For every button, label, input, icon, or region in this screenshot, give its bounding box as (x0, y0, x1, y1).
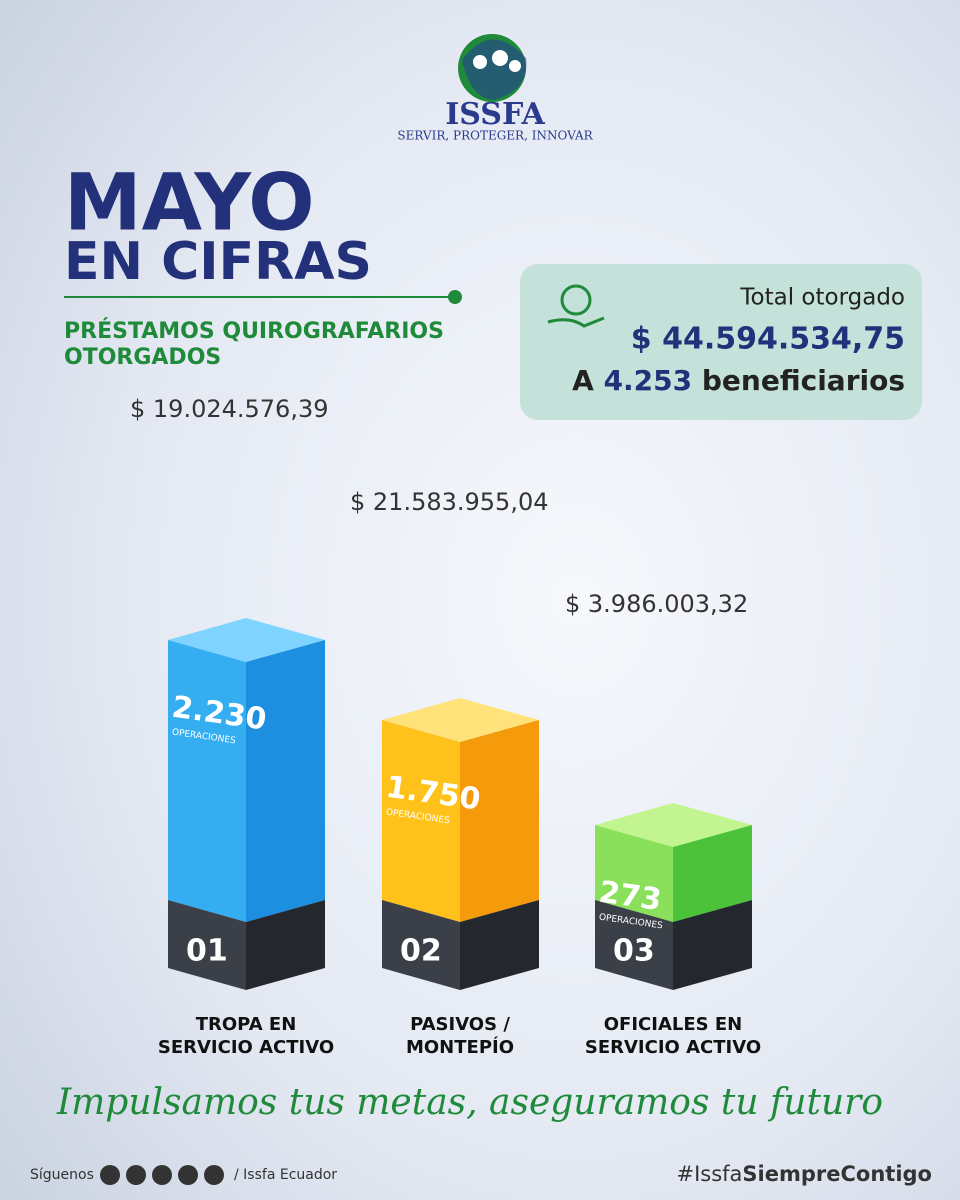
summary-label: Total otorgado (739, 285, 905, 311)
count: 4.253 (604, 364, 693, 397)
operations: 273 (597, 875, 664, 918)
pillar-left (595, 825, 673, 922)
base-left (382, 900, 460, 990)
pillar-right (460, 720, 539, 922)
handle: / Issfa Ecuador (234, 1167, 337, 1183)
suffix: beneficiarios (702, 364, 905, 397)
base-left (168, 900, 246, 990)
subtitle-line: PRÉSTAMOS QUIROGRAFARIOS (64, 318, 444, 344)
group-label: PASIVOS / (410, 1014, 510, 1035)
group-label: MONTEPÍO (406, 1036, 514, 1058)
logo: ISSFA SERVIR, PROTEGER, INNOVAR (397, 34, 594, 143)
pillar-right (246, 640, 325, 922)
hashtag-prefix: #Issfa (676, 1162, 742, 1186)
logo-name: ISSFA (445, 97, 545, 132)
group-label: SERVICIO ACTIVO (158, 1037, 334, 1058)
hashtag-bold: SiempreContigo (742, 1162, 932, 1186)
follow-label: Síguenos (30, 1167, 94, 1183)
subtitle-line: OTORGADOS (64, 345, 221, 370)
base-right (460, 900, 539, 990)
summary-beneficiaries: A 4.253 beneficiarios (572, 364, 905, 397)
pillar-number: 03 (613, 934, 655, 969)
pillar-top (382, 698, 539, 742)
pillar-number: 02 (400, 934, 442, 969)
group-label: OFICIALES EN (604, 1014, 743, 1035)
base-right (246, 900, 325, 990)
social-icons (100, 1165, 224, 1185)
title-line: EN CIFRAS (64, 232, 372, 292)
group-label: TROPA EN (196, 1014, 297, 1035)
pillar-number: 01 (186, 934, 228, 969)
slogan: Impulsamos tus metas, aseguramos tu futu… (56, 1082, 883, 1123)
pillar-top (168, 618, 325, 662)
summary-amount: $ 44.594.534,75 (631, 322, 905, 357)
pillar-left (168, 640, 246, 922)
group-label: SERVICIO ACTIVO (585, 1037, 761, 1058)
amount: $ 19.024.576,39 (130, 395, 328, 423)
pillar-right (673, 825, 752, 922)
logo-tagline: SERVIR, PROTEGER, INNOVAR (397, 129, 593, 143)
divider-dot (448, 290, 462, 304)
prefix: A (572, 364, 594, 397)
money-icon (547, 284, 605, 328)
amount: $ 3.986.003,32 (565, 590, 748, 618)
summary-box (520, 264, 922, 420)
base-left (595, 900, 673, 990)
amount: $ 21.583.955,04 (350, 488, 548, 516)
pillar-top (595, 803, 752, 847)
base-right (673, 900, 752, 990)
pillar-left (382, 720, 460, 922)
hashtag: #IssfaSiempreContigo (676, 1162, 932, 1186)
title-line: MAYO (64, 158, 315, 248)
